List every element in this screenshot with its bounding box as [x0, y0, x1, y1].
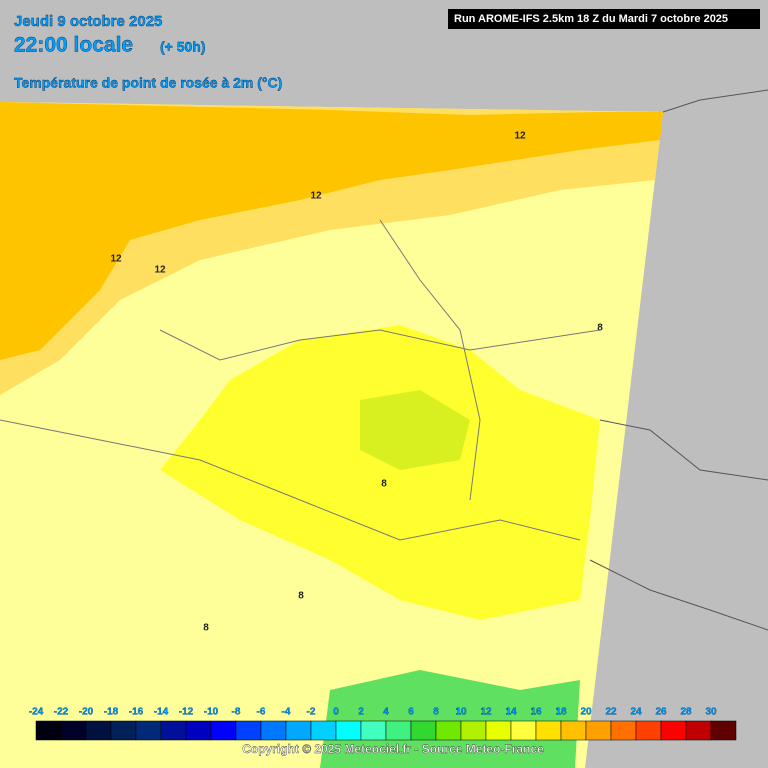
legend-swatch	[460, 720, 487, 741]
zone-4	[320, 670, 580, 768]
legend-swatch	[60, 720, 87, 741]
legend-label: -4	[282, 707, 291, 718]
legend-swatch	[85, 720, 112, 741]
legend-label: 2	[358, 707, 364, 718]
border	[159, 329, 601, 361]
legend-label: 12	[480, 707, 492, 718]
border	[0, 419, 581, 541]
legend-swatch	[385, 720, 412, 741]
legend-swatch	[310, 720, 337, 741]
date: Jeudi 9 octobre 2025	[14, 13, 162, 30]
legend-label: 10	[455, 707, 467, 718]
legend-label: -20	[79, 707, 94, 718]
legend-label: 24	[630, 707, 642, 718]
zone-6	[360, 390, 470, 470]
contour-label: 12	[310, 191, 322, 202]
legend-label: 8	[433, 707, 439, 718]
legend-swatch	[335, 720, 362, 741]
legend-label: 14	[505, 707, 517, 718]
legend-swatch	[485, 720, 512, 741]
legend-swatch	[285, 720, 312, 741]
contour-label: 12	[154, 265, 166, 276]
run-box	[448, 9, 760, 29]
legend-label: -8	[232, 707, 241, 718]
contour-label: 8	[381, 479, 387, 490]
legend-label: 6	[408, 707, 414, 718]
legend-label: -14	[154, 707, 169, 718]
legend-label: -16	[129, 707, 144, 718]
legend-label: -18	[104, 707, 119, 718]
lead: (+ 50h)	[160, 39, 206, 55]
legend-swatch	[710, 720, 737, 741]
contour-label: 8	[597, 323, 603, 334]
legend-label: 30	[705, 707, 717, 718]
legend-swatch	[110, 720, 137, 741]
legend-label: 0	[333, 707, 339, 718]
legend-label: -10	[204, 707, 219, 718]
legend-swatch	[35, 720, 62, 741]
run: Run AROME-IFS 2.5km 18 Z du Mardi 7 octo…	[454, 13, 728, 25]
border	[599, 419, 768, 481]
legend-swatch	[635, 720, 662, 741]
legend-label: -12	[179, 707, 194, 718]
legend-label: 20	[580, 707, 592, 718]
contour-label: 12	[514, 131, 526, 142]
legend-swatch	[585, 720, 612, 741]
legend-swatch	[435, 720, 462, 741]
legend-label: 18	[555, 707, 567, 718]
copyright: Copyright © 2025 Meteociel.fr - Source M…	[242, 742, 544, 756]
border	[379, 219, 481, 501]
zone-14	[0, 102, 663, 360]
legend-label: 28	[680, 707, 692, 718]
time: 22:00 locale	[14, 34, 133, 57]
legend-swatch	[560, 720, 587, 741]
contour-label: 8	[203, 623, 209, 634]
legend-label: 4	[383, 707, 389, 718]
legend-label: -22	[54, 707, 69, 718]
legend-swatch	[410, 720, 437, 741]
legend-label: 22	[605, 707, 617, 718]
legend-swatch	[160, 720, 187, 741]
legend-label: -6	[257, 707, 266, 718]
legend-swatch	[510, 720, 537, 741]
contour-label: 12	[110, 254, 122, 265]
legend-swatch	[535, 720, 562, 741]
legend-label: 26	[655, 707, 667, 718]
border	[662, 89, 768, 113]
variable: Température de point de rosée à 2m (°C)	[14, 75, 282, 91]
legend-swatch	[260, 720, 287, 741]
legend-label: -2	[307, 707, 316, 718]
legend-swatch	[135, 720, 162, 741]
legend-label: 16	[530, 707, 542, 718]
legend-swatch	[185, 720, 212, 741]
legend-swatch	[685, 720, 712, 741]
contour-label: 8	[298, 591, 304, 602]
legend-swatch	[610, 720, 637, 741]
legend-swatch	[210, 720, 237, 741]
legend-swatch	[235, 720, 262, 741]
legend-label: -24	[29, 707, 44, 718]
legend-swatch	[360, 720, 387, 741]
zone-8	[160, 325, 600, 620]
border	[589, 559, 768, 631]
legend-swatch	[660, 720, 687, 741]
